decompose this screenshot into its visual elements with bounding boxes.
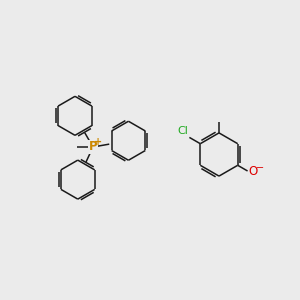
Text: Cl: Cl xyxy=(177,126,188,136)
Text: +: + xyxy=(94,136,103,147)
Text: O: O xyxy=(248,164,257,178)
Text: P: P xyxy=(89,140,97,154)
Text: −: − xyxy=(256,163,264,173)
